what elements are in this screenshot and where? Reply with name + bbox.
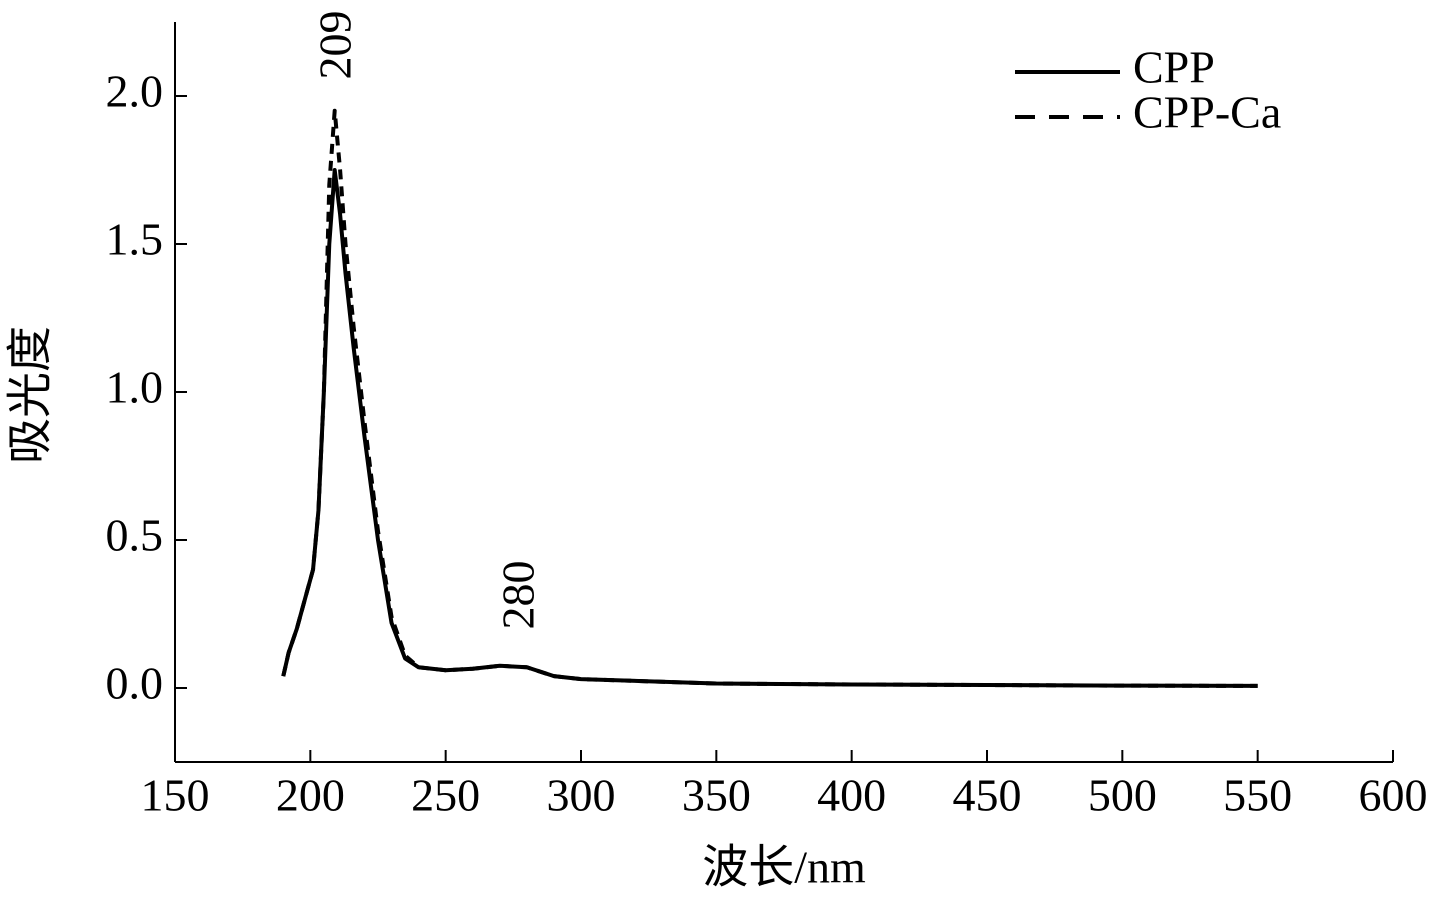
annotation: 280 (493, 561, 544, 630)
x-axis-label: 波长/nm (702, 842, 866, 893)
x-tick-label: 350 (682, 770, 751, 821)
x-tick-label: 400 (817, 770, 886, 821)
y-axis-label: 吸光度 (5, 326, 56, 464)
y-tick-label: 0.5 (106, 510, 164, 561)
x-tick-label: 550 (1223, 770, 1292, 821)
legend-label: CPP-Ca (1133, 87, 1281, 138)
x-tick-label: 200 (276, 770, 345, 821)
x-tick-label: 450 (953, 770, 1022, 821)
data-line (281, 168, 1258, 688)
x-tick-label: 150 (141, 770, 210, 821)
x-tick-label: 600 (1359, 770, 1428, 821)
annotation: 209 (310, 11, 361, 80)
x-tick-label: 300 (547, 770, 616, 821)
data-line (281, 108, 1258, 688)
y-tick-label: 0.0 (106, 658, 164, 709)
y-tick-label: 2.0 (106, 66, 164, 117)
x-tick-label: 500 (1088, 770, 1157, 821)
legend-label: CPP (1133, 42, 1215, 93)
y-tick-label: 1.0 (106, 362, 164, 413)
y-tick-label: 1.5 (106, 214, 164, 265)
x-tick-label: 250 (411, 770, 480, 821)
